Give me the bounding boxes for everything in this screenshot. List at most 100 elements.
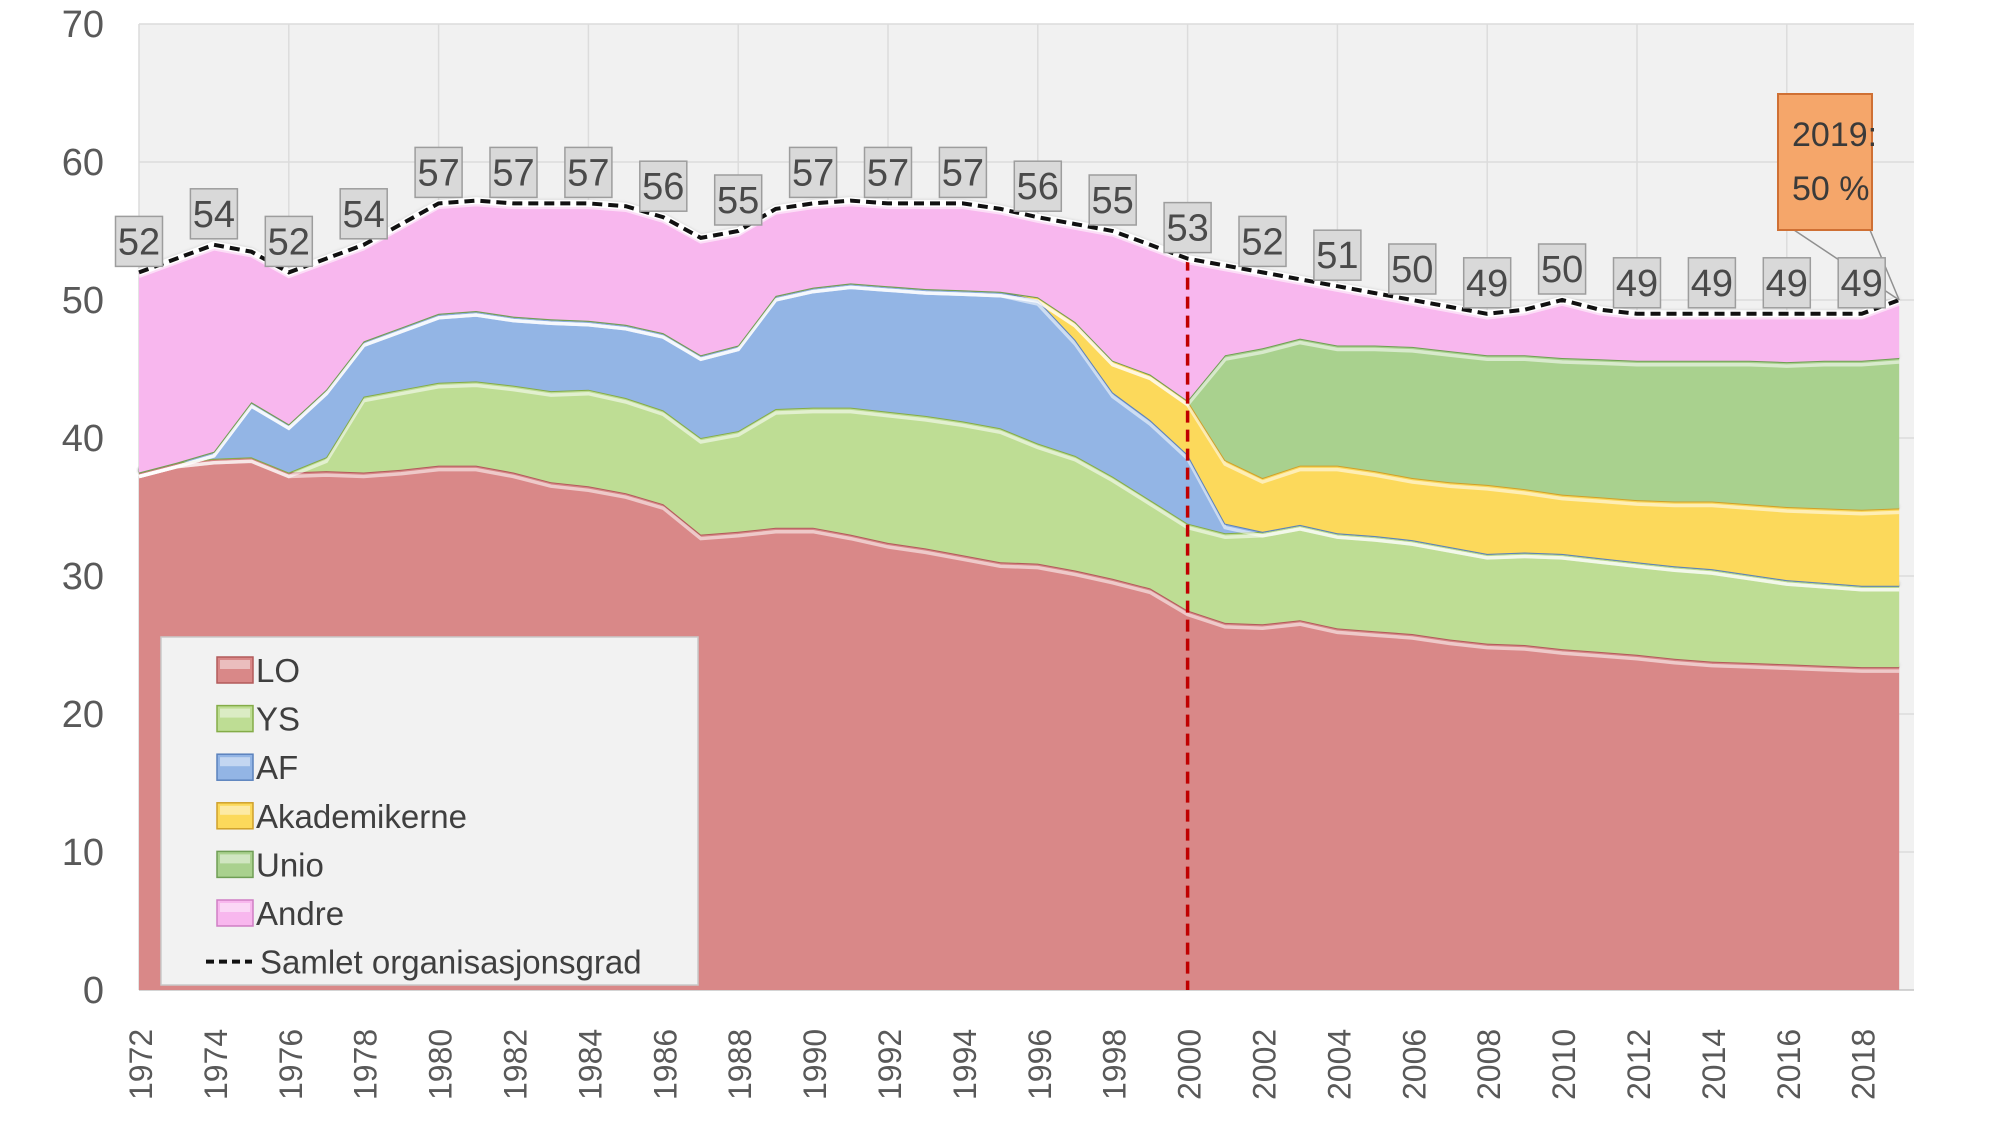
legend-label: Andre: [256, 895, 344, 932]
data-label-2004: 51: [1313, 229, 1362, 281]
svg-text:51: 51: [1316, 235, 1358, 277]
svg-text:49: 49: [1766, 263, 1808, 305]
svg-text:56: 56: [642, 166, 684, 208]
data-label-1992: 57: [863, 146, 913, 199]
svg-text:57: 57: [942, 152, 984, 194]
data-label-1984: 57: [564, 146, 613, 199]
area-YS: [139, 381, 1900, 668]
area-Andre: [139, 200, 1900, 473]
x-tick-1972: 1972: [123, 1029, 159, 1100]
legend-item-af: AF: [216, 749, 298, 786]
data-label-2014: 49: [1687, 257, 1737, 309]
x-tick-2014: 2014: [1696, 1029, 1732, 1100]
legend-swatch-LO: [216, 656, 254, 684]
svg-text:52: 52: [1241, 221, 1283, 263]
svg-text:50: 50: [1391, 249, 1433, 291]
svg-text:54: 54: [193, 194, 235, 236]
x-tick-1996: 1996: [1022, 1029, 1058, 1100]
total-line: [138, 198, 1900, 316]
data-label-2012: 49: [1612, 257, 1662, 309]
x-tick-1976: 1976: [273, 1029, 309, 1100]
x-tick-1990: 1990: [797, 1029, 833, 1100]
x-tick-2000: 2000: [1172, 1029, 1208, 1100]
x-tick-1992: 1992: [872, 1029, 908, 1100]
y-axis-labels: 0 10 20 30 40 50 60 70: [62, 4, 104, 1012]
x-tick-1998: 1998: [1097, 1029, 1133, 1100]
data-label-1980: 57: [414, 146, 463, 199]
y-tick-30: 30: [62, 556, 104, 598]
data-label-1988: 55: [713, 174, 763, 226]
legend-label: Akademikerne: [256, 798, 467, 835]
callout-2019: 2019: 50 %: [1777, 93, 1877, 231]
data-label-2010: 50: [1537, 243, 1587, 295]
x-axis-labels: 1972 1974 1976 1978 1980 1982 1984 1986 1988 1990…: [123, 1029, 1882, 1100]
y-tick-10: 10: [62, 832, 104, 874]
x-tick-2018: 2018: [1846, 1029, 1882, 1100]
area-AF: [139, 283, 1900, 586]
svg-text:56: 56: [1017, 166, 1059, 208]
data-label-1974: 54: [189, 188, 239, 240]
svg-text:49: 49: [1616, 263, 1658, 305]
svg-text:57: 57: [417, 152, 459, 194]
data-label-1986: 56: [639, 160, 688, 212]
legend-item-akademikerne: Akademikerne: [216, 798, 467, 835]
x-tick-1980: 1980: [423, 1029, 459, 1100]
x-tick-1994: 1994: [947, 1029, 983, 1100]
svg-text:55: 55: [717, 180, 759, 222]
legend-item-andre: Andre: [216, 895, 344, 932]
data-label-1994: 57: [938, 146, 988, 199]
legend-label: LO: [256, 652, 300, 689]
legend-swatch-Akademikerne: [216, 802, 254, 830]
y-tick-50: 50: [62, 280, 104, 322]
x-tick-1984: 1984: [572, 1029, 608, 1100]
legend-item-unio: Unio: [216, 846, 324, 883]
y-tick-40: 40: [62, 418, 104, 460]
svg-text:54: 54: [343, 194, 385, 236]
data-label-1972: 52: [114, 215, 164, 268]
data-label-2008: 49: [1462, 257, 1512, 309]
svg-text:57: 57: [792, 152, 834, 194]
legend-swatch-Andre: [216, 899, 254, 927]
legend-item-lo: LO: [216, 652, 300, 689]
y-tick-0: 0: [83, 970, 104, 1012]
legend-label: Unio: [256, 846, 324, 883]
legend-box: LO YS AF Akademikerne Unio Andre Samlet organi…: [160, 636, 699, 986]
legend-swatch-highlight: [220, 854, 250, 864]
legend-swatch-highlight: [220, 805, 250, 815]
svg-text:52: 52: [118, 221, 160, 263]
svg-text:52: 52: [268, 221, 310, 263]
x-tick-1978: 1978: [348, 1029, 384, 1100]
y-tick-60: 60: [62, 142, 104, 184]
legend-label: YS: [256, 701, 300, 738]
legend-swatch-highlight: [220, 708, 250, 718]
y-tick-70: 70: [62, 4, 104, 46]
x-tick-2016: 2016: [1771, 1029, 1807, 1100]
legend-swatch-highlight: [220, 903, 250, 912]
data-label-2002: 52: [1238, 215, 1287, 268]
data-label-1976: 52: [264, 215, 314, 268]
x-tick-2010: 2010: [1546, 1029, 1582, 1100]
y-tick-20: 20: [62, 694, 104, 736]
legend-swatch-AF: [216, 753, 254, 781]
svg-text:53: 53: [1166, 208, 1208, 250]
callout-line2: 50 %: [1792, 170, 1870, 208]
legend-swatch-highlight: [220, 757, 250, 767]
area-Unio: [139, 283, 1900, 510]
svg-text:49: 49: [1691, 263, 1733, 305]
legend-item-ys: YS: [216, 701, 300, 738]
area-highlight-LO: [138, 459, 1900, 673]
data-label-1998: 55: [1088, 174, 1137, 226]
data-label-1990: 57: [788, 146, 838, 199]
svg-text:57: 57: [867, 152, 909, 194]
data-label-2000: 53: [1163, 201, 1212, 254]
data-label-2016: 49: [1762, 257, 1812, 309]
data-label-1996: 56: [1013, 160, 1063, 212]
legend-item-samlet-organisasjonsgrad: Samlet organisasjonsgrad: [206, 944, 642, 981]
svg-text:49: 49: [1841, 263, 1883, 305]
svg-text:57: 57: [492, 152, 534, 194]
data-labels: 52 54 52 54 57 57 57 56 55 57 57 57 56 55 53 52 51 50 49 50…: [114, 146, 1886, 309]
x-tick-1974: 1974: [198, 1029, 234, 1100]
legend-swatch-highlight: [220, 660, 250, 669]
